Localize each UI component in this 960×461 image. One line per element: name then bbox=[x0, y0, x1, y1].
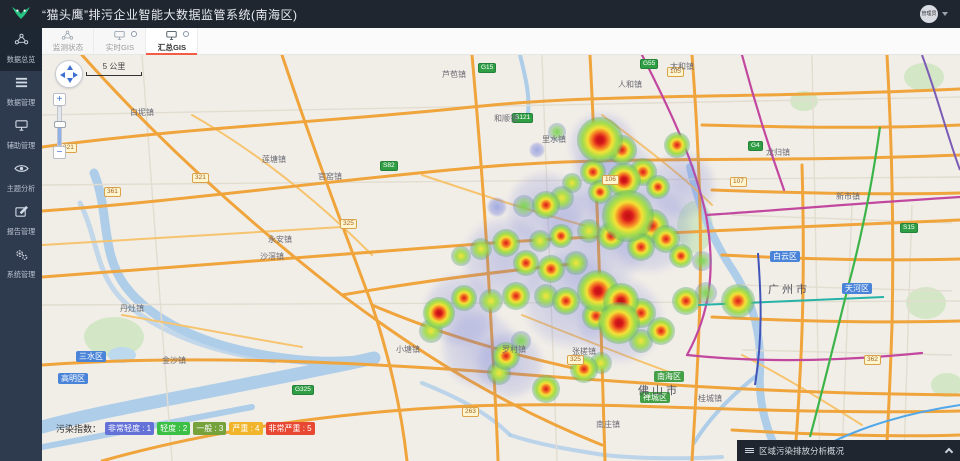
sidebar-item-label: 主题分析 bbox=[6, 184, 36, 193]
close-icon[interactable] bbox=[131, 31, 137, 37]
tab-realtime-gis[interactable]: 实时GIS bbox=[94, 28, 146, 54]
region-analysis-panel[interactable]: 区域污染排放分析概况 bbox=[737, 440, 960, 461]
map-pan-control[interactable] bbox=[55, 60, 83, 88]
sidebar-item-data-management[interactable]: 数据管理 bbox=[0, 71, 42, 114]
sidebar-item-auxiliary-management[interactable]: 辅助管理 bbox=[0, 114, 42, 157]
sidebar-item-label: 数据总览 bbox=[6, 55, 36, 64]
zoom-out-button[interactable]: − bbox=[53, 146, 66, 159]
zoom-slider-handle[interactable] bbox=[54, 121, 66, 128]
map-scale-bar: 5 公里 bbox=[86, 61, 142, 76]
pan-right-icon[interactable] bbox=[73, 72, 78, 78]
zoom-slider-fill bbox=[58, 123, 61, 145]
sidebar-item-label: 辅助管理 bbox=[6, 141, 36, 150]
legend-title: 污染指数： bbox=[56, 424, 102, 434]
sidebar-item-label: 报告管理 bbox=[6, 227, 36, 236]
edit-icon bbox=[14, 205, 29, 223]
panel-title: 区域污染排放分析概况 bbox=[759, 445, 845, 456]
tab-bar: 监测状态 实时GIS 汇总GIS bbox=[42, 28, 960, 55]
network-icon bbox=[14, 33, 29, 51]
pan-down-icon[interactable] bbox=[67, 78, 73, 83]
sidebar-item-report-management[interactable]: 报告管理 bbox=[0, 200, 42, 243]
map-zoom-control: + − bbox=[53, 93, 66, 159]
chevron-down-icon[interactable] bbox=[942, 12, 948, 16]
legend-chip: 严重 : 4 bbox=[229, 422, 263, 435]
sidebar-item-data-overview[interactable]: 数据总览 bbox=[0, 28, 42, 71]
legend-chip: 轻度 : 2 bbox=[157, 422, 191, 435]
tab-label: 实时GIS bbox=[105, 42, 134, 52]
monitor-icon bbox=[14, 119, 29, 137]
gears-icon bbox=[14, 248, 29, 266]
page-title: “猫头鹰”排污企业智能大数据监管系统(南海区) bbox=[42, 7, 298, 22]
pan-up-icon[interactable] bbox=[67, 65, 73, 70]
avatar[interactable]: 管理员 bbox=[920, 5, 938, 23]
sidebar: 数据总览 数据管理 辅助管理 bbox=[0, 28, 42, 461]
sidebar-item-theme-analysis[interactable]: 主题分析 bbox=[0, 157, 42, 200]
list-icon bbox=[745, 448, 754, 453]
legend-chip: 一般 : 3 bbox=[193, 422, 227, 435]
sidebar-item-label: 数据管理 bbox=[6, 98, 36, 107]
header: “猫头鹰”排污企业智能大数据监管系统(南海区) 管理员 bbox=[0, 0, 960, 28]
sidebar-item-label: 系统管理 bbox=[6, 270, 36, 279]
tab-label: 汇总GIS bbox=[157, 42, 186, 52]
tab-monitor-status[interactable]: 监测状态 bbox=[42, 28, 94, 54]
owl-logo-icon bbox=[0, 6, 42, 22]
tab-summary-gis[interactable]: 汇总GIS bbox=[146, 28, 198, 55]
gis-map[interactable]: 321 321 325 106 105 107 362 361 263 325 G15 G55 G4 S1… bbox=[42, 55, 960, 461]
pan-left-icon[interactable] bbox=[60, 72, 65, 78]
scale-label: 5 公里 bbox=[102, 62, 126, 71]
map-roads-rivers bbox=[42, 55, 960, 461]
sidebar-item-system-management[interactable]: 系统管理 bbox=[0, 243, 42, 286]
legend-chip: 非常严重 : 5 bbox=[265, 422, 315, 435]
scale-line bbox=[86, 72, 142, 76]
eye-icon bbox=[13, 162, 29, 180]
tab-label: 监测状态 bbox=[52, 42, 83, 52]
zoom-in-button[interactable]: + bbox=[53, 93, 66, 106]
close-icon[interactable] bbox=[183, 31, 189, 37]
list-icon bbox=[14, 76, 29, 94]
pollution-legend: 污染指数： 非常轻度 : 1 轻度 : 2 一般 : 3 严重 : 4 非常严重 : 5 bbox=[56, 422, 315, 435]
zoom-slider-track[interactable] bbox=[54, 106, 66, 146]
legend-chip: 非常轻度 : 1 bbox=[105, 422, 155, 435]
chevron-up-icon[interactable] bbox=[944, 447, 954, 456]
